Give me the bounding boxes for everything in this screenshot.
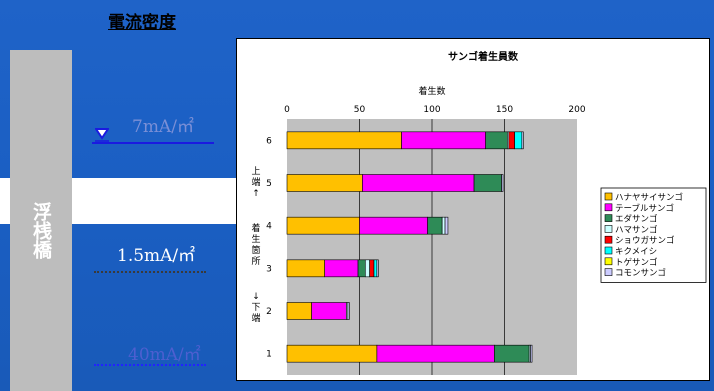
legend-label: ショウガサンゴ [615, 235, 675, 246]
bar-segment [485, 131, 508, 150]
bar-segment [501, 174, 504, 192]
y-tick-label: 6 [266, 136, 272, 146]
bar-segment [376, 344, 495, 363]
bar-segment [376, 259, 379, 278]
y-tick-label: 4 [266, 222, 272, 232]
chart-title: サンゴ着生員数 [448, 50, 519, 63]
y-tick-label: 3 [266, 264, 272, 274]
bar-segment [530, 344, 533, 363]
bar-segment [311, 302, 347, 320]
bar-segment [369, 259, 375, 278]
legend-swatch [604, 214, 613, 222]
y-tick-label: 2 [266, 307, 272, 317]
legend-label: テーブルサンゴ [615, 203, 674, 214]
dotted-line-bottom [94, 364, 206, 366]
x-tick-label: 200 [568, 105, 585, 115]
y-tick-label: 5 [266, 179, 272, 189]
bar-segment [444, 216, 449, 235]
bar-segment [473, 174, 502, 192]
bar-segment [286, 259, 326, 278]
bar-segment [373, 259, 378, 278]
y-axis-label-top: 上端↑ [251, 166, 260, 199]
legend-label: トゲサンゴ [615, 257, 658, 268]
bar-segment [514, 131, 523, 150]
legend-swatch [604, 203, 613, 212]
current-density-title: 電流密度 [108, 13, 176, 33]
chart-panel: 0 50 100 150 200 サンゴ着生員数着生数 6 5 4 3 2 1 上端↑ 着生箇所 ↓下端 ハナ… [236, 38, 710, 381]
legend-label: コモンサンゴ [615, 268, 666, 279]
legend [600, 187, 707, 283]
bar-segment [347, 302, 350, 320]
x-tick-label: 100 [423, 105, 440, 115]
legend-swatch [604, 246, 613, 255]
bar-segment [401, 131, 486, 150]
bar-segment [521, 131, 524, 150]
bar-segment [286, 131, 402, 150]
x-axis-label: 着生数 [418, 85, 445, 97]
bar-segment [286, 216, 360, 235]
x-tick-label: 150 [496, 105, 513, 115]
bar-segment [357, 259, 366, 278]
bar-segment [494, 344, 530, 363]
floating-pier [10, 50, 72, 391]
dotted-line-mid [94, 271, 206, 273]
legend-swatch [604, 225, 613, 233]
legend-swatch [604, 235, 613, 244]
bar-segment [324, 259, 359, 278]
bar-segment [508, 131, 515, 150]
bar-segment [359, 216, 428, 235]
bar-segment [286, 302, 312, 320]
legend-label: キクメイシ [615, 247, 657, 257]
bar-segment [427, 216, 443, 235]
legend-swatch [604, 257, 613, 266]
legend-label: エダサンゴ [615, 214, 658, 225]
legend-swatch [604, 268, 613, 276]
bar-segment [286, 174, 363, 192]
x-tick-label: 50 [354, 105, 366, 115]
current-density-bottom: 40mA/㎡ [128, 345, 201, 365]
y-axis-label-bottom: ↓下端 [251, 292, 260, 324]
pier-label: 浮桟橋 [30, 201, 52, 259]
legend-swatch [604, 192, 613, 201]
legend-label: ハナヤサイサンゴ [615, 192, 683, 203]
legend-label: ハマサンゴ [615, 224, 658, 235]
y-tick-label: 1 [266, 350, 272, 360]
x-tick-label: 0 [284, 105, 290, 115]
bar-segment [365, 259, 370, 278]
current-density-top: 7mA/㎡ [132, 117, 194, 137]
y-axis-label-middle: 着生箇所 [251, 222, 260, 267]
bar-segment [362, 174, 475, 192]
bar-segment [286, 344, 378, 363]
current-density-mid: 1.5mA/㎡ [117, 246, 196, 266]
bar-segment [441, 216, 446, 235]
water-line [92, 142, 214, 144]
